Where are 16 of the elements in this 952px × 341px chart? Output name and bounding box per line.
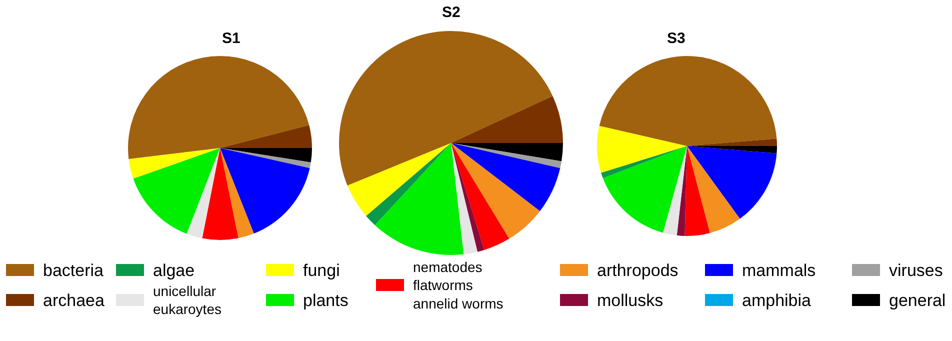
legend-label: unicellular eukaroytes (153, 283, 222, 318)
legend-label: mollusks (597, 291, 664, 310)
slice-label: S3 (667, 30, 686, 47)
legend-label: plants (303, 291, 348, 310)
legend-label: viruses (889, 261, 943, 280)
legend-label: bacteria (43, 261, 104, 280)
legend-label: nematodes flatworms annelid worms (413, 259, 504, 312)
legend-label: mammals (742, 261, 816, 280)
legend-label: fungi (303, 261, 340, 280)
legend-label: general (889, 291, 946, 310)
legend-label: amphibia (742, 291, 812, 310)
legend-label: algae (153, 261, 195, 280)
legend-label: archaea (43, 291, 105, 310)
slice-label: S1 (222, 30, 240, 47)
slice-label: S2 (442, 4, 460, 21)
legend-label: arthropods (597, 261, 678, 280)
